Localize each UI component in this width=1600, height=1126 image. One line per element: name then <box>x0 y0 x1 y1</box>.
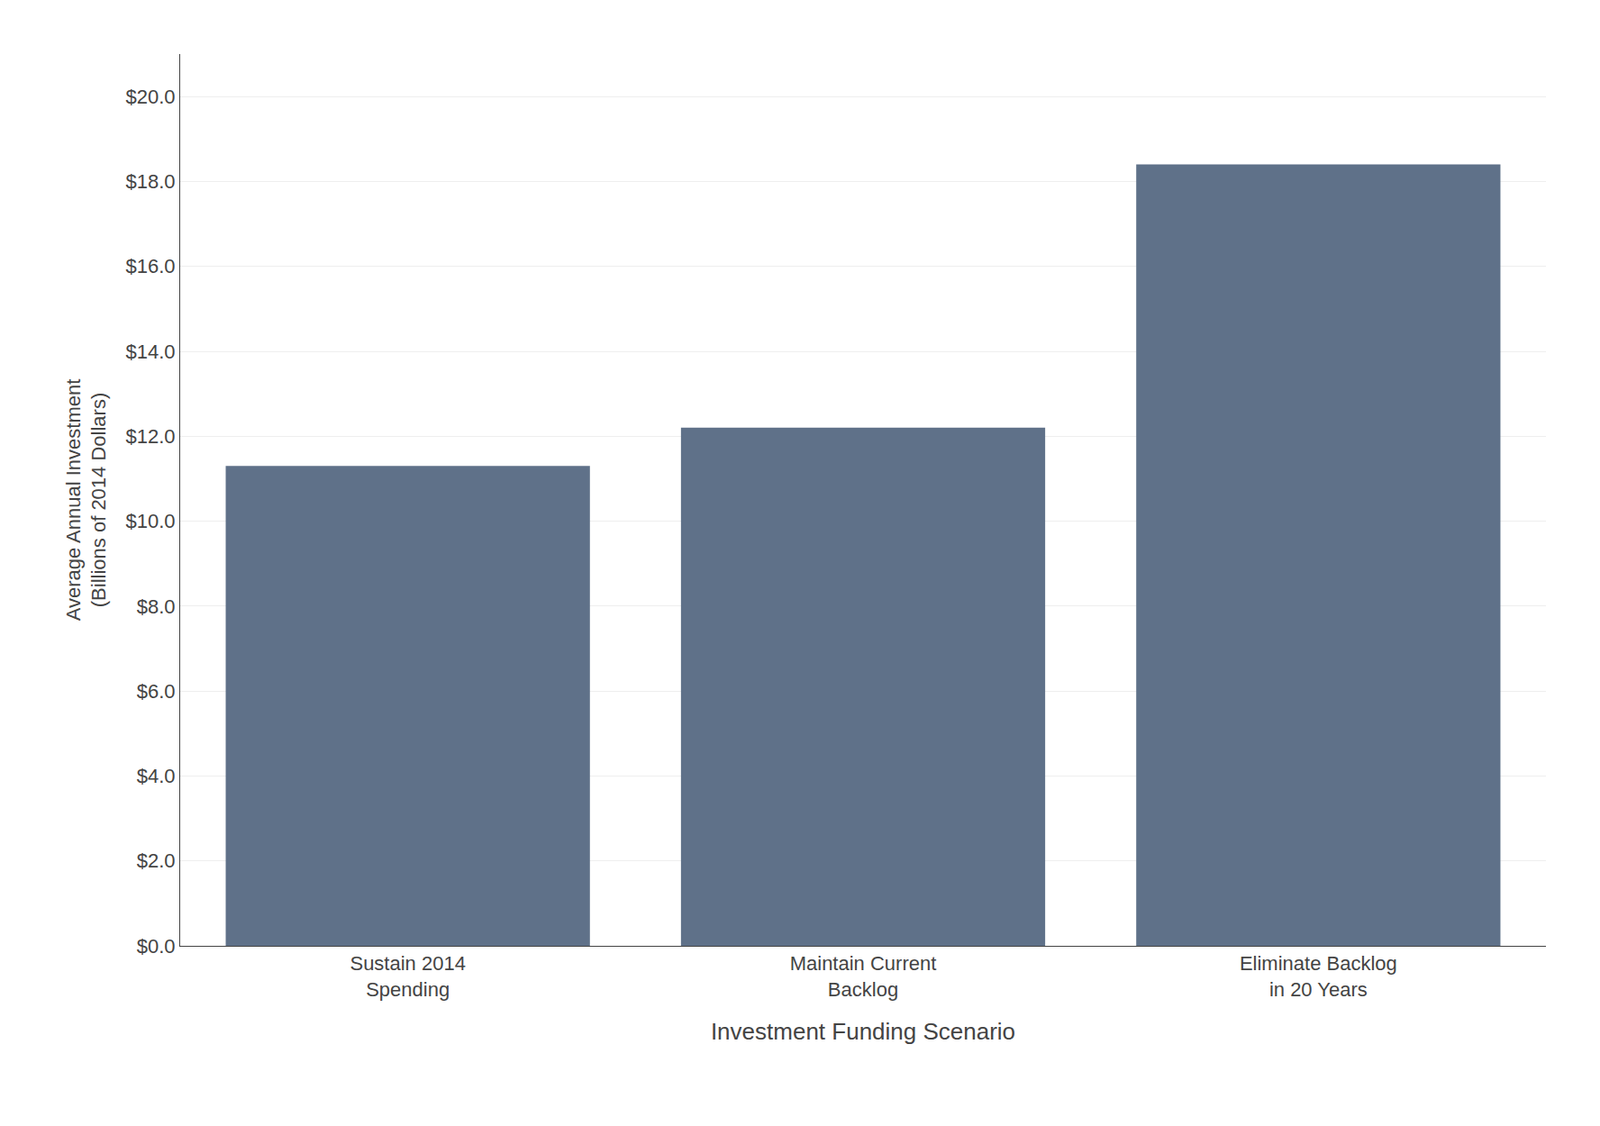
svg-text:$8.0: $8.0 <box>136 595 176 619</box>
svg-text:$20.0: $20.0 <box>126 85 176 109</box>
svg-text:Average Annual Investment(Bill: Average Annual Investment(Billions of 20… <box>62 379 111 622</box>
svg-text:$10.0: $10.0 <box>126 509 176 533</box>
svg-text:Maintain CurrentBacklog: Maintain CurrentBacklog <box>790 952 937 1001</box>
svg-text:$12.0: $12.0 <box>126 425 176 448</box>
svg-text:Sustain 2014Spending: Sustain 2014Spending <box>349 952 465 1001</box>
svg-text:Investment Funding Scenario: Investment Funding Scenario <box>710 1018 1016 1046</box>
svg-text:Eliminate Backlogin 20 Years: Eliminate Backlogin 20 Years <box>1239 952 1398 1001</box>
svg-text:$4.0: $4.0 <box>136 764 176 788</box>
svg-text:$2.0: $2.0 <box>136 849 176 873</box>
svg-text:$14.0: $14.0 <box>126 340 176 364</box>
svg-text:$18.0: $18.0 <box>126 170 176 193</box>
svg-text:$6.0: $6.0 <box>136 680 176 703</box>
svg-text:$0.0: $0.0 <box>136 935 176 958</box>
svg-text:$16.0: $16.0 <box>126 254 176 278</box>
